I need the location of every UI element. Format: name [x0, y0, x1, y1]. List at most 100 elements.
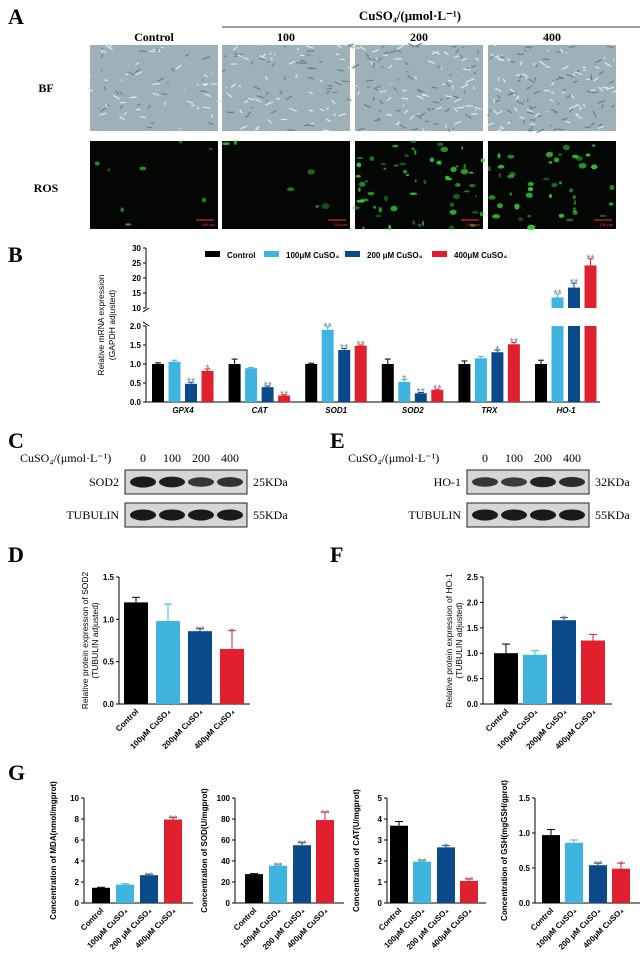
y-tick-label: 20: [221, 878, 230, 887]
y-tick-label: 0: [226, 899, 231, 908]
y-axis-label-2: (GAPDH adjusted): [107, 290, 117, 361]
significance-marker: **: [323, 321, 332, 333]
bar: [458, 364, 471, 402]
x-tick-label: Control: [114, 707, 140, 733]
y-tick-label: 1.5: [130, 341, 142, 350]
y-tick-label: 2: [75, 878, 80, 887]
blot-header: CuSO₄/(μmol·L⁻¹): [20, 451, 111, 465]
significance-marker: **: [187, 376, 196, 388]
bar: [552, 620, 576, 704]
x-tick-label: 400μM CuSO₄: [285, 906, 329, 950]
significance-marker: *: [230, 626, 235, 638]
y-tick-label: 0.5: [467, 675, 479, 684]
significance-marker: *: [619, 859, 624, 871]
bar: [413, 861, 431, 903]
bar: [185, 383, 197, 402]
y-axis-label: Concentration of CAT(U/mgprot): [352, 789, 361, 912]
axis-break-mark: [142, 307, 150, 327]
significance-marker: **: [510, 336, 519, 348]
protein-band: [472, 509, 498, 521]
y-tick-label: 1.0: [467, 649, 479, 658]
dose-label: 100: [505, 451, 523, 465]
significance-marker: **: [298, 839, 307, 851]
y-tick-label: 6: [75, 836, 80, 845]
y-tick-label: 20: [132, 274, 141, 283]
y-tick-label: 0.5: [130, 379, 142, 388]
y-tick-label: 3: [378, 836, 383, 845]
bar: [164, 819, 182, 903]
y-tick-label: 1.0: [103, 615, 115, 624]
x-tick-label: 400μM CuSO₄: [429, 906, 473, 950]
significance-marker: **: [570, 277, 579, 289]
column-label-200: 200: [410, 30, 428, 44]
significance-marker: **: [553, 288, 562, 300]
legend-swatch: [264, 251, 279, 257]
y-tick-label: 2.5: [467, 573, 479, 582]
significance-marker: *: [205, 363, 210, 375]
legend-swatch: [345, 251, 360, 257]
y-tick-label: 15: [132, 289, 141, 298]
bar: [228, 364, 241, 402]
bar: [437, 847, 455, 903]
bar-upper: [551, 297, 564, 308]
significance-marker: **: [465, 875, 474, 887]
y-tick-label: 0.0: [103, 700, 115, 709]
column-label-100: 100: [277, 30, 295, 44]
bar: [381, 364, 394, 402]
protein-band: [130, 509, 156, 521]
bar: [398, 381, 411, 402]
y-tick-label: 100: [217, 794, 231, 803]
protein-band: [530, 509, 556, 521]
ros-image: 100 μm: [487, 141, 616, 231]
dose-label: 400: [221, 451, 239, 465]
bar-lower: [584, 326, 597, 402]
bar: [220, 648, 244, 704]
bar: [431, 389, 444, 402]
y-tick-label: 0: [378, 899, 383, 908]
western-blot-e: CuSO₄/(μmol·L⁻¹) 0 100 200 400 HO-1 32KDa TUBUL…: [348, 451, 630, 528]
x-tick-label: 400μM CuSO₄: [581, 906, 625, 950]
protein-band: [530, 476, 556, 488]
dose-label: 200: [192, 451, 210, 465]
x-tick-label: GPX4: [172, 406, 194, 415]
x-tick-label: HO-1: [556, 406, 576, 415]
y-tick-label: 10: [132, 304, 141, 313]
bar: [491, 352, 504, 402]
y-tick-label: 30: [132, 244, 141, 253]
significance-marker: **: [418, 857, 427, 869]
bar: [245, 874, 263, 903]
panel-label-g: G: [8, 760, 25, 785]
y-tick-label: 1.5: [519, 794, 531, 803]
significance-marker: **: [145, 871, 154, 883]
protein-band: [188, 509, 214, 521]
x-tick-label: 100μM CuSO₄: [382, 906, 426, 950]
significance-marker: **: [433, 383, 442, 395]
x-tick-label: Control: [484, 707, 510, 733]
bar: [494, 653, 518, 704]
significance-marker: *: [562, 614, 567, 626]
scale-bar-label: 100 μm: [467, 222, 481, 227]
bar: [581, 640, 605, 704]
significance-marker: **: [417, 387, 426, 399]
legend-label: Control: [227, 251, 255, 260]
significance-marker: **: [263, 380, 272, 392]
bar: [92, 887, 110, 903]
bar: [316, 820, 334, 903]
row-label-ros: ROS: [34, 181, 59, 195]
bf-image: [87, 44, 223, 131]
y-tick-label: 4: [378, 815, 383, 824]
y-axis-label-2: (TUBULIN adjusted): [454, 602, 464, 679]
molecular-weight-label: 55KDa: [595, 508, 630, 522]
significance-marker: **: [594, 859, 603, 871]
bar: [152, 364, 164, 402]
bar: [390, 825, 408, 903]
bar: [507, 344, 520, 402]
y-tick-label: 60: [221, 836, 230, 845]
protein-band: [159, 509, 185, 521]
y-axis-label: Concentration of SOD(U/mgprot): [200, 788, 209, 913]
x-tick-label: SOD2: [402, 406, 424, 415]
bar: [542, 835, 560, 903]
bar-lower: [551, 326, 564, 402]
